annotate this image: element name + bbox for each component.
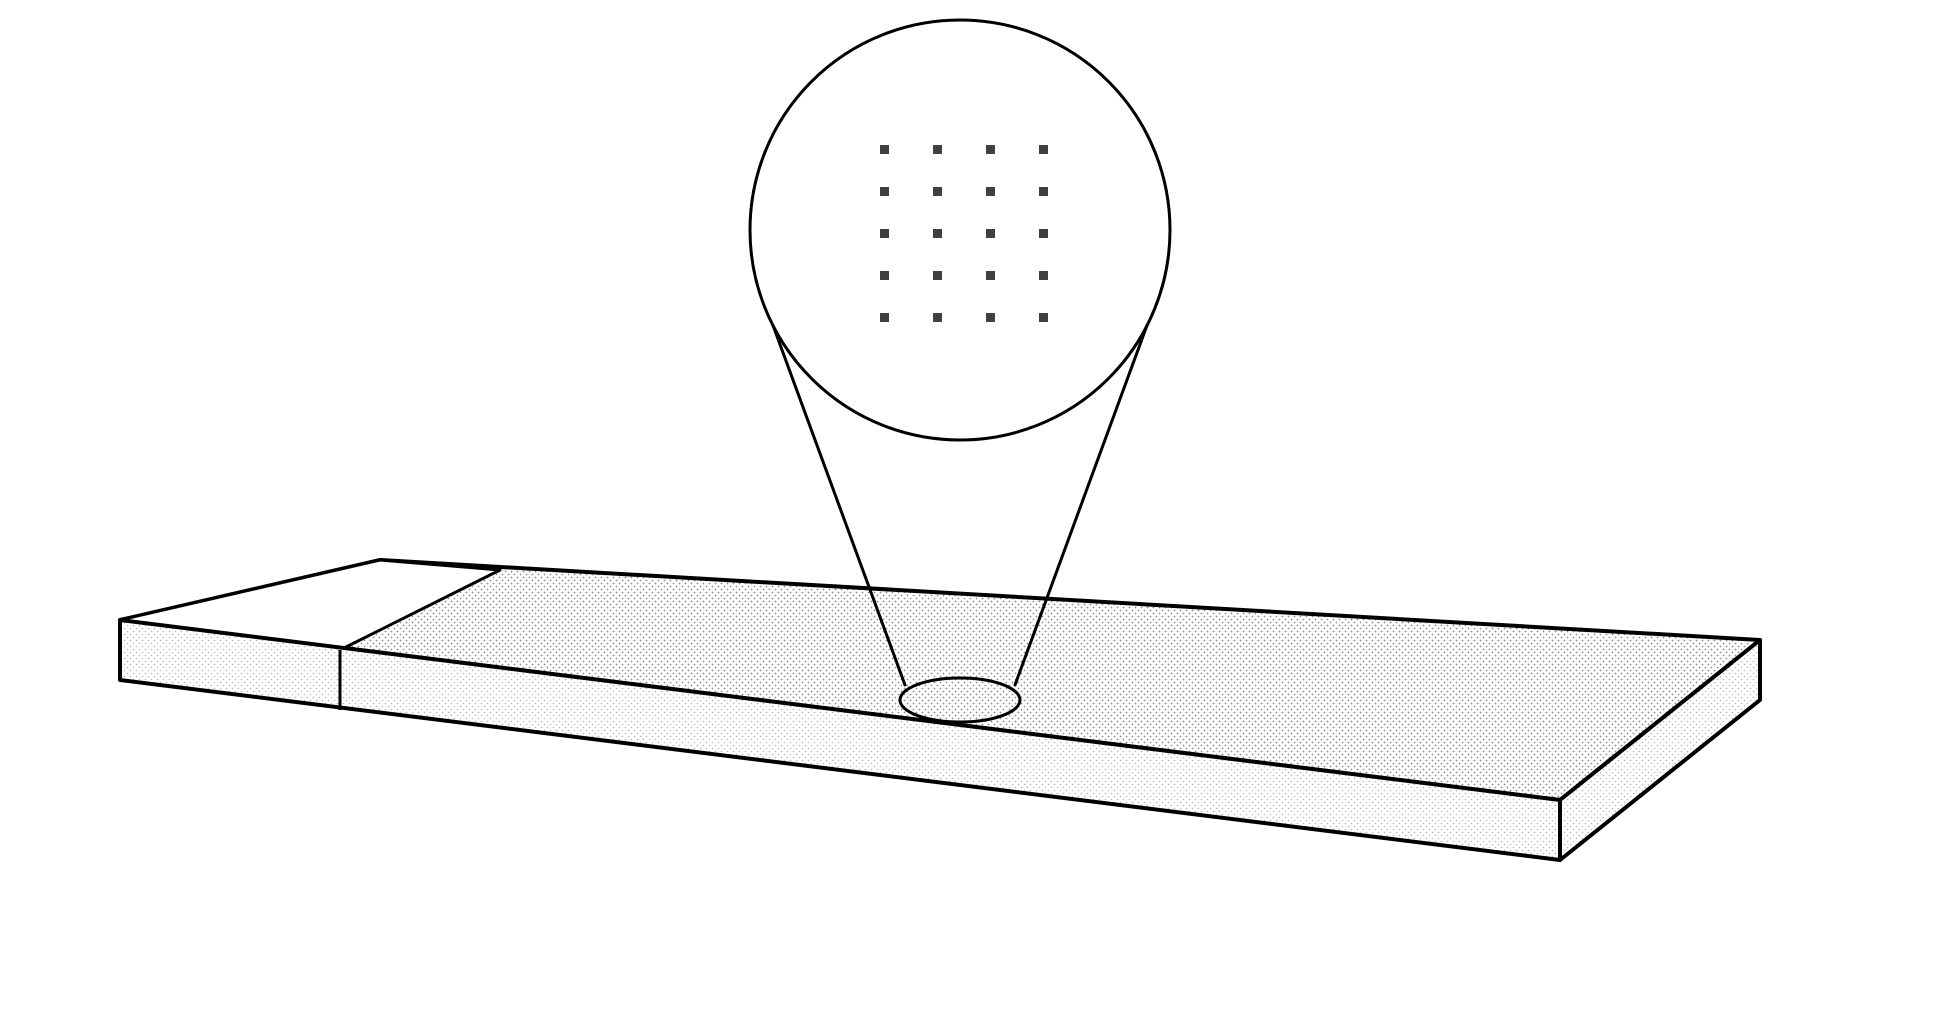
array-dot	[880, 271, 889, 280]
microarray-slide-diagram	[0, 0, 1934, 1035]
array-dot	[986, 145, 995, 154]
array-dot	[986, 229, 995, 238]
array-dot	[880, 187, 889, 196]
array-dot	[933, 187, 942, 196]
figure-canvas	[0, 0, 1934, 1035]
magnifier-circle	[750, 20, 1170, 440]
array-dot	[986, 313, 995, 322]
slide	[120, 560, 1760, 860]
array-dot	[1039, 313, 1048, 322]
array-dot	[986, 187, 995, 196]
array-dot	[880, 145, 889, 154]
magnifier-outline	[750, 20, 1170, 440]
array-dot	[933, 145, 942, 154]
array-dot	[1039, 187, 1048, 196]
array-dot	[1039, 271, 1048, 280]
array-dot	[933, 229, 942, 238]
array-dot	[1039, 145, 1048, 154]
array-dot	[880, 313, 889, 322]
array-dot	[933, 271, 942, 280]
array-dot	[933, 313, 942, 322]
array-dot	[986, 271, 995, 280]
array-dot	[1039, 229, 1048, 238]
array-dot	[880, 229, 889, 238]
